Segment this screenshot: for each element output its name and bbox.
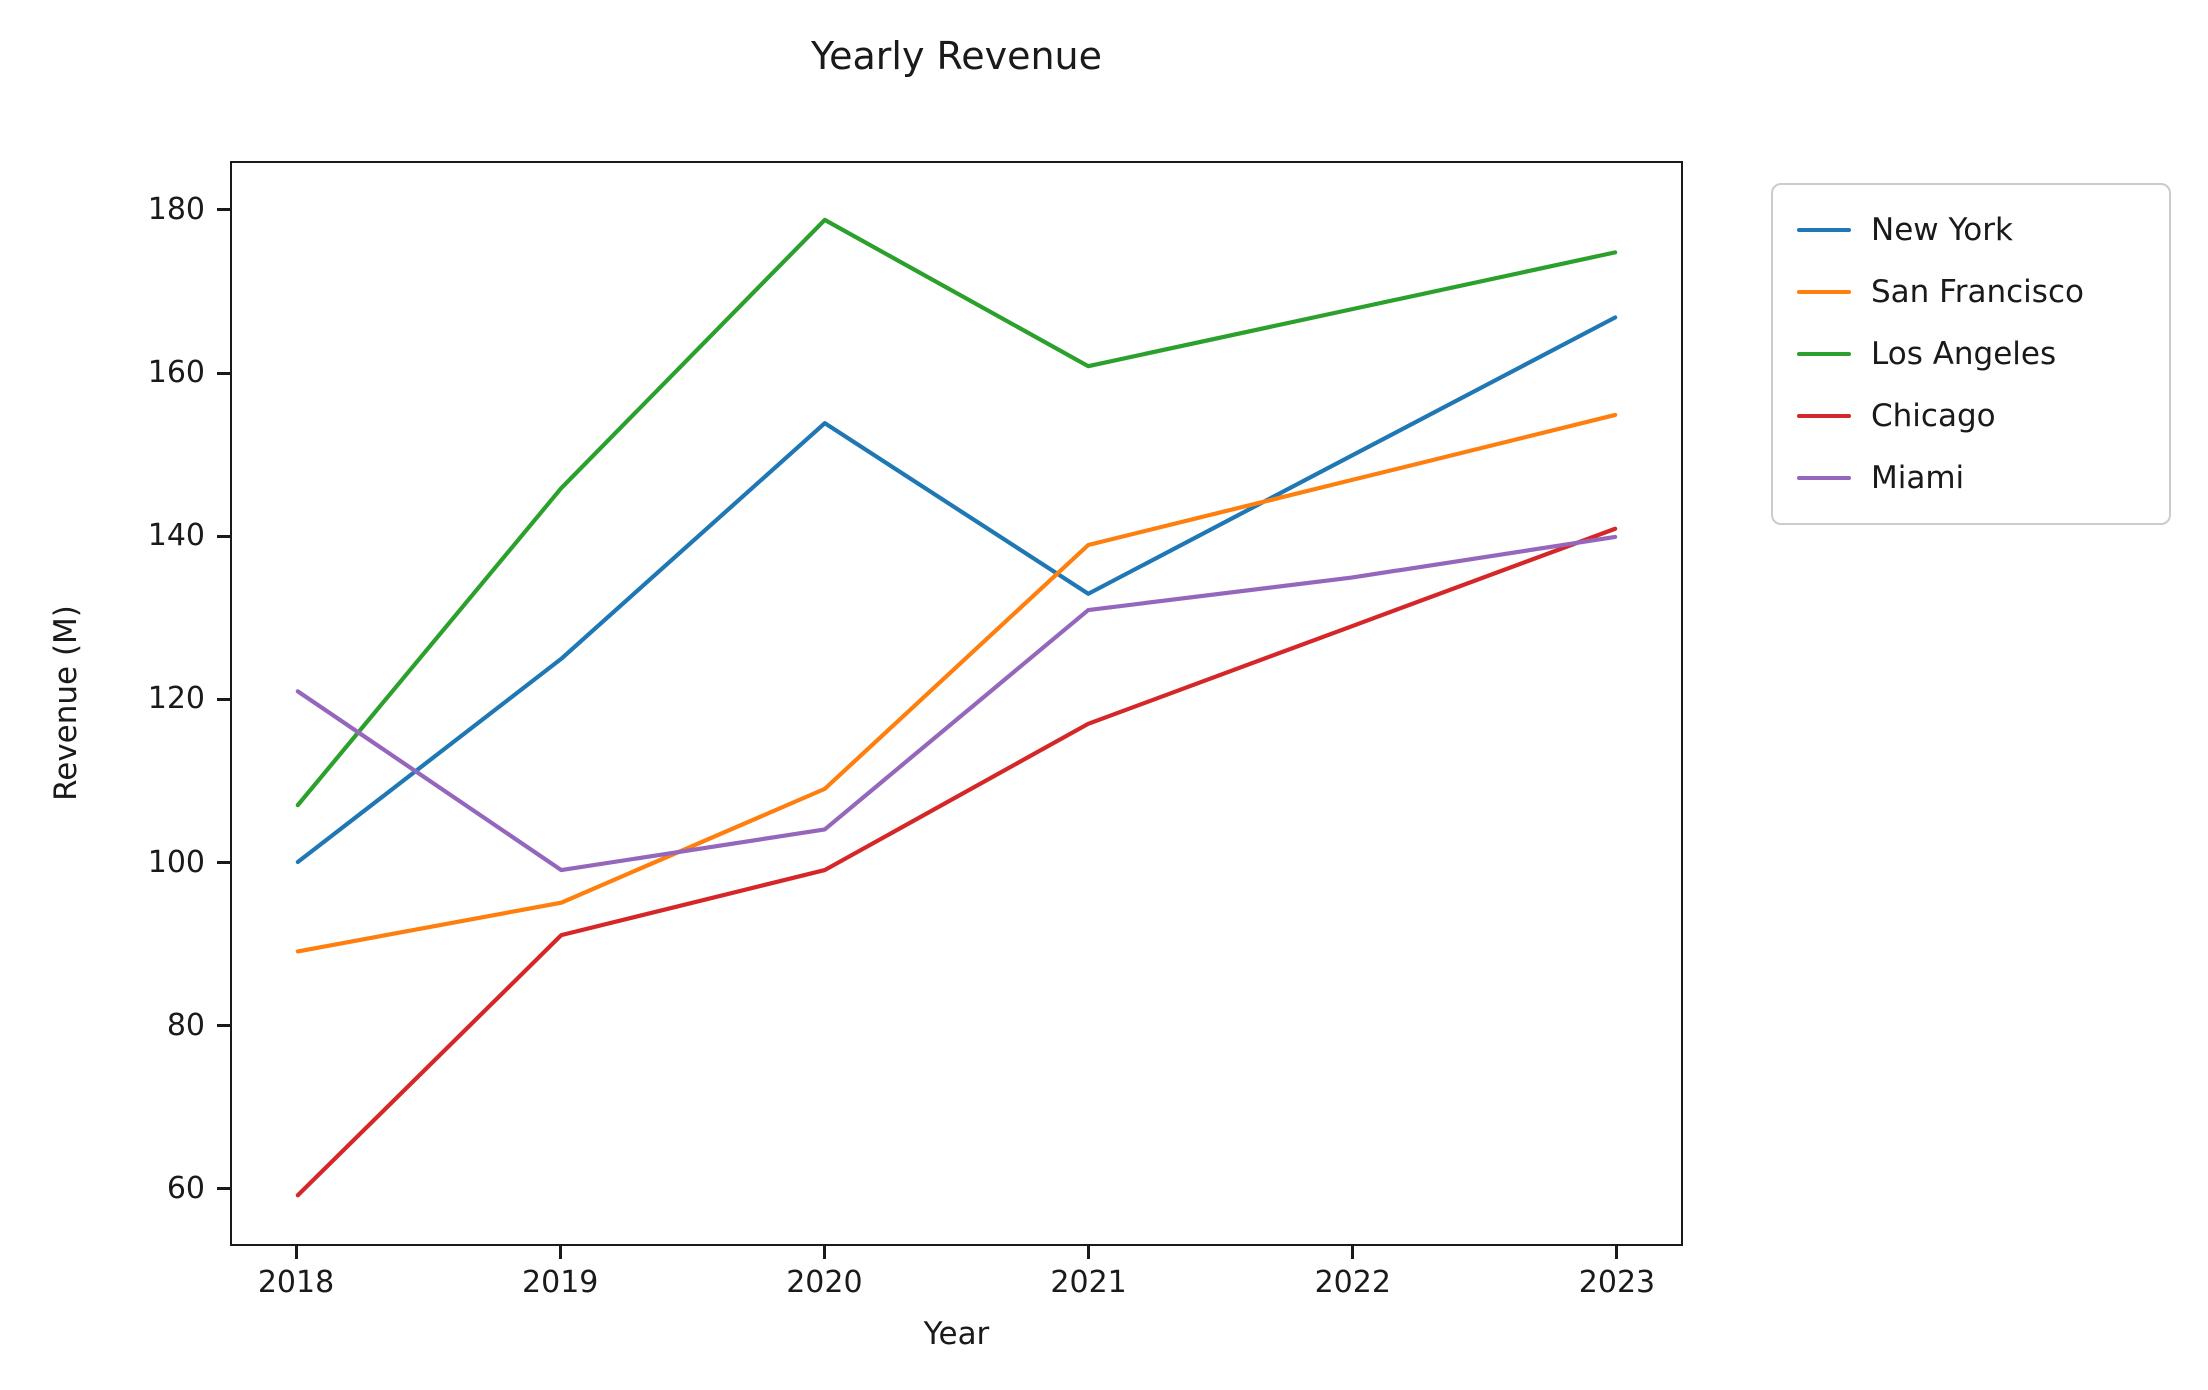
- y-tick-mark: [217, 371, 230, 375]
- x-tick-label: 2022: [1314, 1265, 1391, 1300]
- legend-line-swatch: [1797, 413, 1851, 419]
- y-tick-label: 60: [166, 1170, 205, 1206]
- legend-line-swatch: [1797, 475, 1851, 481]
- y-tick-label: 180: [147, 191, 205, 227]
- x-tick-mark: [294, 1246, 298, 1259]
- legend-item-miami: Miami: [1793, 447, 2141, 509]
- series-lines-svg: [295, 217, 1618, 1198]
- y-tick-mark: [217, 697, 230, 701]
- chart-title: Yearly Revenue: [810, 34, 1103, 78]
- x-tick-label: 2018: [257, 1265, 335, 1300]
- plot-area: [230, 161, 1683, 1246]
- y-tick-mark: [217, 1024, 230, 1028]
- x-tick-mark: [1351, 1246, 1355, 1259]
- legend-box: New York San Francisco Los Angeles Chicago M…: [1771, 183, 2171, 525]
- x-tick-label: 2019: [522, 1265, 599, 1300]
- legend-item-new-york: New York: [1793, 199, 2141, 261]
- x-axis-label: Year: [923, 1316, 990, 1352]
- y-tick-label: 120: [147, 681, 205, 717]
- y-tick-label: 160: [147, 355, 205, 391]
- y-tick-mark: [217, 534, 230, 538]
- legend-line-swatch: [1797, 289, 1851, 295]
- legend-item-chicago: Chicago: [1793, 385, 2141, 447]
- x-tick-label: 2023: [1578, 1265, 1656, 1300]
- legend-line-swatch: [1797, 227, 1851, 233]
- legend-item-los-angeles: Los Angeles: [1793, 323, 2141, 385]
- legend-label: Los Angeles: [1871, 336, 2057, 372]
- x-tick-mark: [1087, 1246, 1091, 1259]
- series-line-new-york: [295, 315, 1618, 865]
- x-tick-mark: [1615, 1246, 1619, 1259]
- legend-label: Miami: [1871, 460, 1965, 496]
- series-line-chicago: [295, 526, 1618, 1198]
- legend-label: Chicago: [1871, 398, 1996, 434]
- legend-line-swatch: [1797, 351, 1851, 357]
- legend-label: San Francisco: [1871, 274, 2084, 310]
- x-tick-label: 2020: [786, 1265, 863, 1300]
- legend-label: New York: [1871, 212, 2013, 248]
- y-tick-label: 100: [147, 844, 205, 880]
- series-line-san-francisco: [295, 412, 1618, 954]
- series-line-miami: [295, 534, 1618, 873]
- y-tick-mark: [217, 208, 230, 212]
- y-tick-mark: [217, 861, 230, 865]
- y-tick-label: 80: [166, 1007, 205, 1043]
- series-line-los-angeles: [295, 217, 1618, 808]
- x-tick-mark: [822, 1246, 826, 1259]
- legend-item-san-francisco: San Francisco: [1793, 261, 2141, 323]
- y-tick-mark: [217, 1187, 230, 1191]
- x-tick-label: 2021: [1050, 1265, 1127, 1300]
- x-tick-mark: [558, 1246, 562, 1259]
- y-tick-label: 140: [147, 518, 205, 554]
